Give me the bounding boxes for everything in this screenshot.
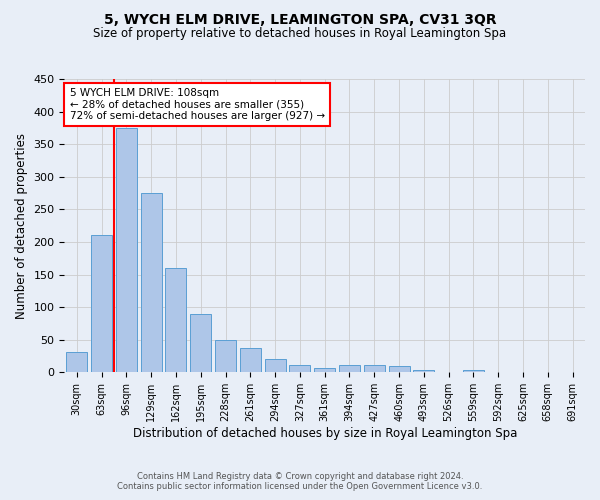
Text: Size of property relative to detached houses in Royal Leamington Spa: Size of property relative to detached ho… xyxy=(94,28,506,40)
Text: 5 WYCH ELM DRIVE: 108sqm
← 28% of detached houses are smaller (355)
72% of semi-: 5 WYCH ELM DRIVE: 108sqm ← 28% of detach… xyxy=(70,88,325,121)
Bar xyxy=(215,340,236,372)
Bar xyxy=(463,370,484,372)
Bar xyxy=(190,314,211,372)
Bar xyxy=(413,370,434,372)
Bar xyxy=(240,348,261,372)
X-axis label: Distribution of detached houses by size in Royal Leamington Spa: Distribution of detached houses by size … xyxy=(133,427,517,440)
Text: 5, WYCH ELM DRIVE, LEAMINGTON SPA, CV31 3QR: 5, WYCH ELM DRIVE, LEAMINGTON SPA, CV31 … xyxy=(104,12,496,26)
Text: Contains HM Land Registry data © Crown copyright and database right 2024.: Contains HM Land Registry data © Crown c… xyxy=(137,472,463,481)
Text: Contains public sector information licensed under the Open Government Licence v3: Contains public sector information licen… xyxy=(118,482,482,491)
Bar xyxy=(339,365,360,372)
Bar xyxy=(289,365,310,372)
Bar xyxy=(314,368,335,372)
Bar xyxy=(389,366,410,372)
Bar xyxy=(66,352,88,372)
Bar xyxy=(91,236,112,372)
Bar xyxy=(364,365,385,372)
Bar xyxy=(166,268,187,372)
Bar xyxy=(265,360,286,372)
Bar xyxy=(116,128,137,372)
Bar xyxy=(140,193,162,372)
Y-axis label: Number of detached properties: Number of detached properties xyxy=(15,132,28,318)
